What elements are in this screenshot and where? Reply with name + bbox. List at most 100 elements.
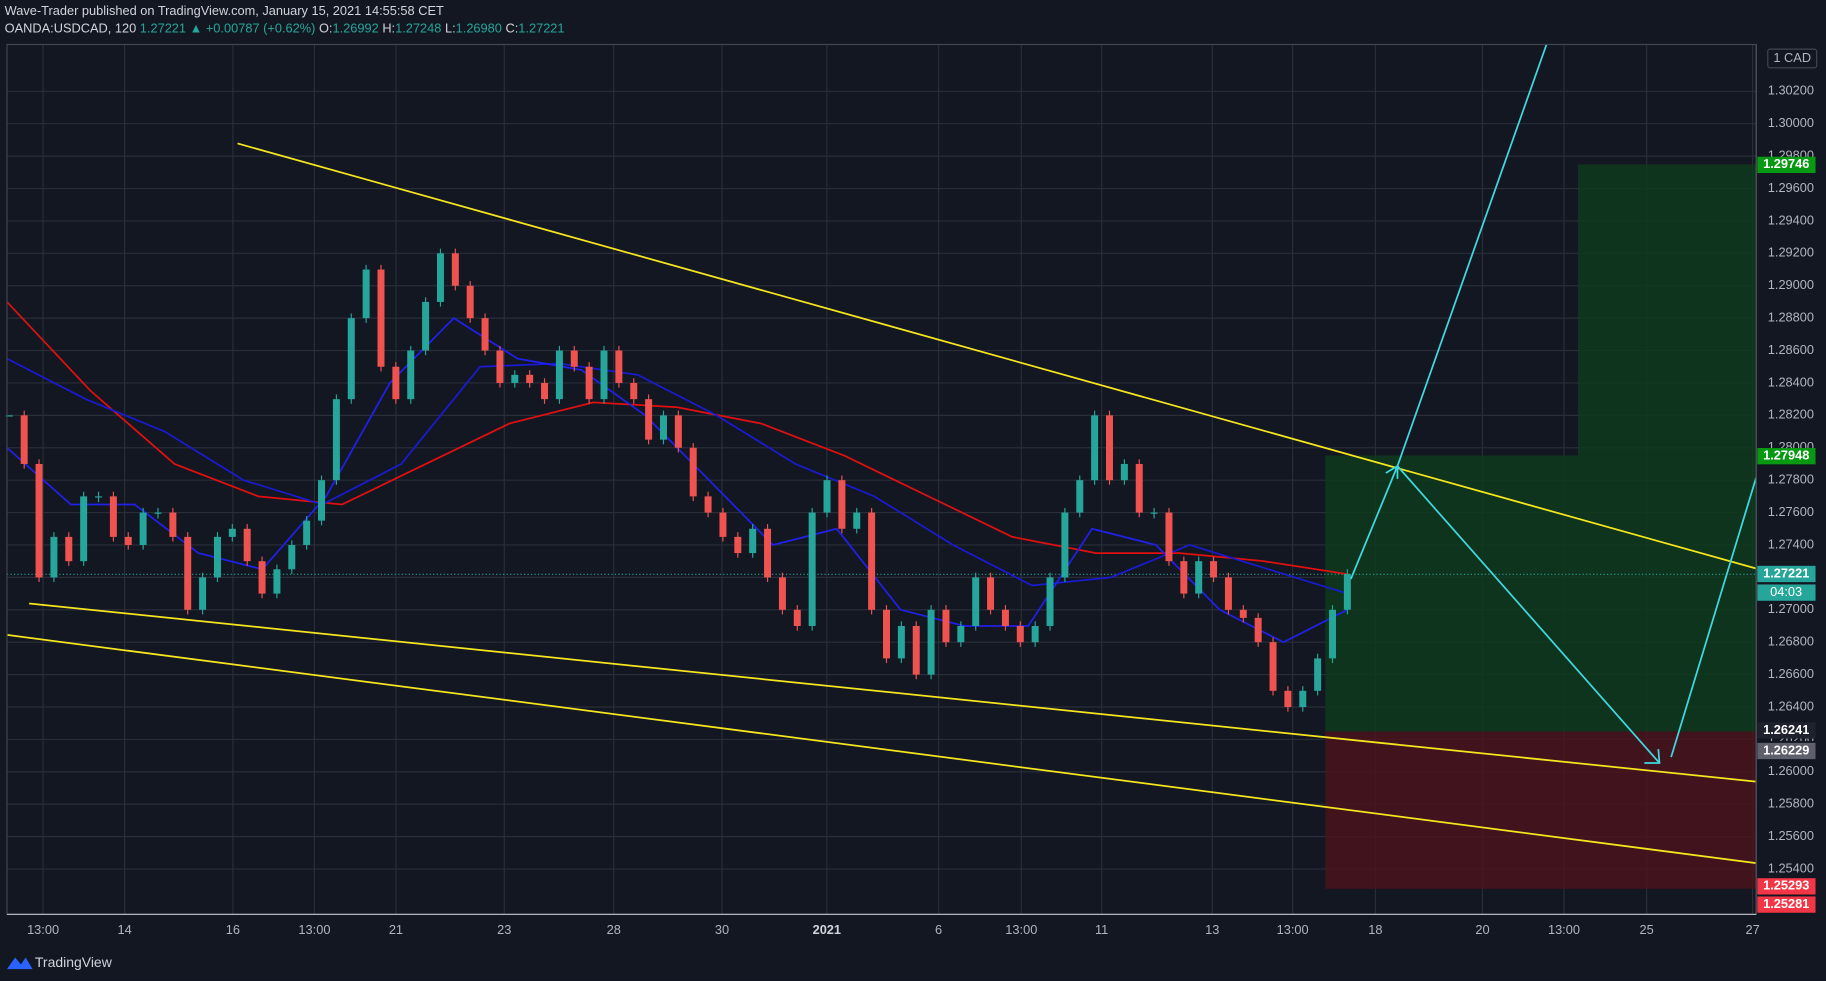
x-tick-label: 18 [1368,922,1382,937]
x-tick-label: 13:00 [27,922,59,937]
candle-body [1061,512,1069,578]
currency-box [1767,48,1818,69]
candle-body [1135,463,1143,513]
y-tick-label: 1.28200 [1768,407,1814,422]
arrow-head [1644,748,1661,764]
y-tick-label: 1.27600 [1768,504,1814,519]
candle-body [1046,577,1054,626]
candle-body [35,463,43,578]
price-tag [1757,896,1816,913]
y-tick-label: 1.27400 [1768,536,1814,551]
y-tick-label: 1.25400 [1768,860,1814,875]
candle-body [1343,573,1351,610]
candle-body [199,577,207,610]
candle-body [392,366,400,400]
candle-body [1269,642,1277,691]
candle-body [511,374,519,383]
x-tick-label: 25 [1640,922,1654,937]
projection-arrow [1670,477,1757,758]
candle-body [1329,609,1336,659]
loss-zone [1325,731,1757,889]
drawings [6,44,1757,865]
profit-zone [1325,455,1757,732]
candle-body [630,382,638,400]
author: Wave-Trader published on TradingView.com… [5,3,444,18]
plot [5,248,1351,712]
candle-body [1224,577,1232,610]
candle-body [243,528,251,562]
y-tick-label: 1.28800 [1768,310,1814,325]
price-tag-label: 1.26241 [1763,722,1809,737]
price-tag [1757,156,1816,174]
candle-body [407,350,415,400]
o-label: O: [319,21,333,36]
price-tag-label: 1.25281 [1763,896,1809,911]
candle-body [645,399,653,440]
x-tick-label: 16 [226,922,240,937]
candle-body [734,536,742,554]
candle-body [1091,415,1099,481]
candle-body [541,382,549,400]
header-line: OANDA:USDCAD, 120 1.27221 ▲ +0.00787 (+0… [5,21,565,36]
candle-body [897,625,905,659]
candle-body [436,253,444,302]
candle-body [80,496,88,562]
candle-body [228,528,236,537]
candle-body [689,447,697,497]
y-tick-label: 1.26400 [1768,698,1814,713]
candle-body [347,318,355,400]
candle-body [1254,617,1262,643]
price-tag-label: 1.27221 [1763,565,1809,580]
candle-body [273,569,281,594]
candle-body [377,269,385,367]
profit-zone-upper [1577,164,1757,456]
x-tick-label: 13:00 [1548,922,1580,937]
x-tick-label: 13:00 [1277,922,1309,937]
candle-body [1001,609,1009,626]
candle-body [1180,561,1188,594]
currency: 1 CAD [1773,50,1811,65]
candle-body [600,350,608,400]
x-tick-label: 13 [1205,922,1219,937]
x-tick-label: 23 [497,922,511,937]
candle-body [1106,415,1113,481]
candle-body [927,609,935,675]
candle-body [853,512,861,529]
candle-body [303,520,311,545]
y-tick-label: 1.26000 [1768,763,1814,778]
price-axis [1756,44,1826,915]
high: 1.27248 [395,21,441,36]
candle-body [957,625,965,643]
candle-body [749,528,757,554]
l-label: L: [445,21,456,36]
footer[interactable]: TradingView [35,954,113,970]
price-tag [1757,722,1816,739]
change: ▲ +0.00787 (+0.62%) [190,21,316,36]
candle-body [555,350,563,400]
y-tick-label: 1.26800 [1768,634,1814,649]
h-label: H: [382,21,395,36]
candle-body [659,415,667,440]
symbol: OANDA:USDCAD, 120 [5,21,137,36]
x-tick-label: 21 [389,922,403,937]
candle-body [719,512,727,537]
candle-body [674,415,682,448]
moving-average [6,301,1348,576]
y-tick-label: 1.29200 [1768,245,1814,260]
candle-body [466,285,474,319]
candle-body [793,609,801,626]
price-tag-label: 1.29746 [1763,156,1809,171]
countdown: 04:03 [1770,584,1802,599]
x-tick-label: 27 [1746,922,1760,937]
candle-body [213,536,221,578]
candle-body [362,269,370,319]
projection-arrow [1396,44,1548,467]
candle-body [778,577,786,610]
price-tag-label: 1.27948 [1763,448,1809,463]
price-tag [1757,565,1816,583]
candle-body [882,609,890,659]
price-tag [1757,878,1816,895]
candle-body [109,496,117,537]
trendline [6,634,1757,865]
